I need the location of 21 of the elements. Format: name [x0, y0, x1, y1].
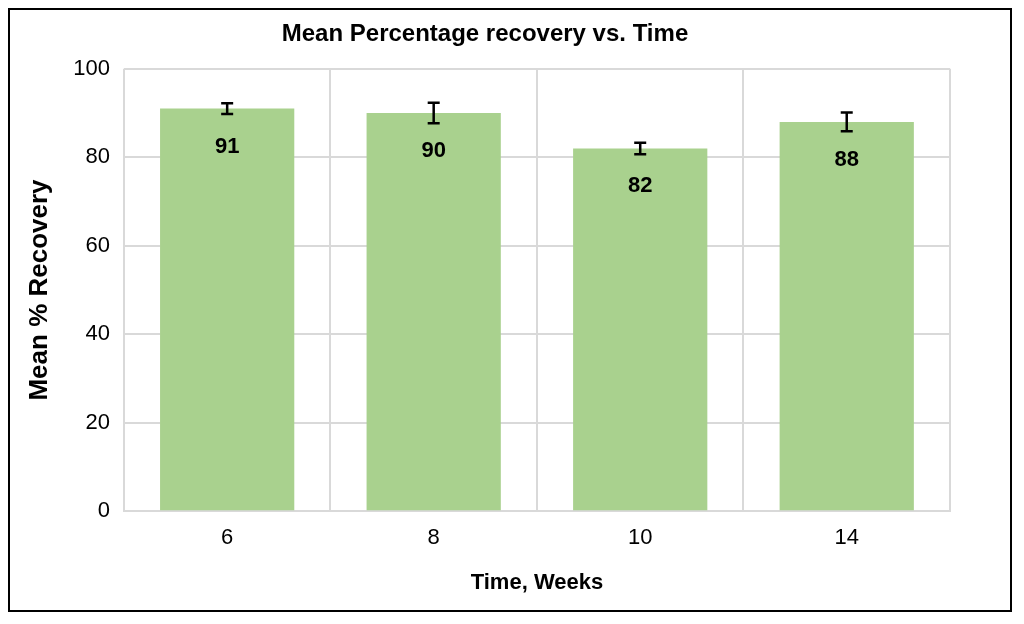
y-tick-label: 100 — [73, 54, 110, 80]
data-label: 91 — [214, 132, 240, 158]
y-tick-label: 0 — [97, 497, 110, 523]
y-tick-label: 20 — [85, 408, 110, 434]
bar — [573, 148, 708, 511]
data-label: 82 — [627, 172, 653, 198]
y-tick-label: 80 — [85, 143, 110, 169]
bar — [366, 113, 501, 511]
bar — [160, 108, 295, 511]
bar — [779, 121, 914, 511]
data-label: 90 — [421, 137, 446, 163]
x-tick-label: 14 — [834, 524, 859, 550]
x-axis-title: Time, Weeks — [470, 568, 604, 594]
chart-title: Mean Percentage recovery vs. Time — [281, 19, 689, 47]
x-tick-label: 10 — [627, 524, 653, 550]
y-tick-label: 60 — [85, 231, 110, 257]
x-tick-label: 8 — [427, 524, 440, 550]
y-axis-title: Mean % Recovery — [22, 178, 53, 401]
y-tick-label: 40 — [85, 320, 110, 346]
data-label: 88 — [834, 145, 859, 171]
x-tick-label: 6 — [221, 524, 234, 550]
